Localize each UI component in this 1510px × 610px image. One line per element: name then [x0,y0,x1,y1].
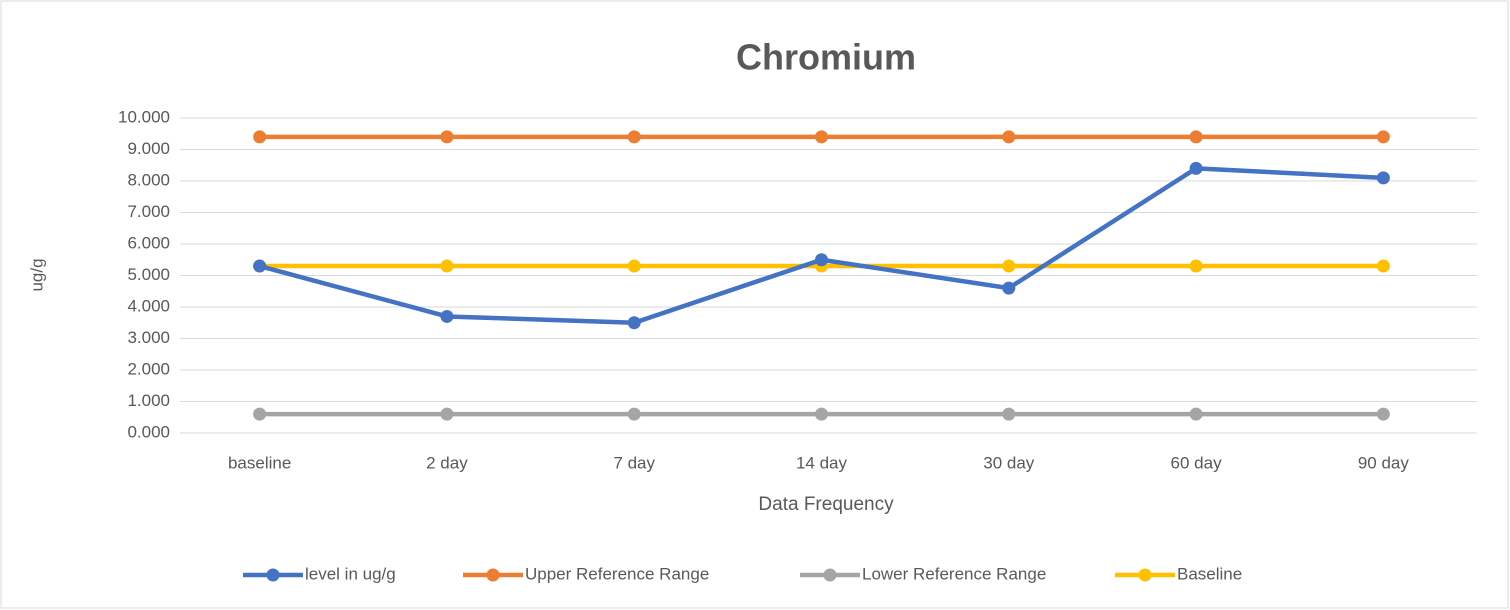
y-tick-label: 2.000 [127,359,170,378]
data-point [815,253,828,267]
x-axis-label: Data Frequency [758,494,894,515]
y-tick-label: 0.000 [127,422,170,441]
data-point [1189,407,1203,421]
y-tick-label: 8.000 [127,170,170,189]
data-point [1376,407,1390,421]
legend-label: Upper Reference Range [525,564,709,583]
data-point [627,130,641,144]
data-point [1189,259,1203,273]
data-point [1189,130,1203,144]
data-point [253,259,267,273]
data-point [1376,130,1390,144]
legend-marker [1138,568,1152,582]
data-point [627,407,641,421]
data-point [253,407,267,421]
x-tick-label: 7 day [613,453,655,472]
x-tick-label: 2 day [426,453,468,472]
data-point [440,309,454,323]
x-tick-label: 90 day [1358,453,1410,472]
legend-marker [486,568,500,582]
legend-marker [823,568,837,582]
data-point [1002,259,1016,273]
x-tick-label: baseline [228,453,291,472]
data-point [1376,259,1390,273]
data-point [440,259,454,273]
data-point [253,130,267,144]
y-axis-label: ug/g [27,258,46,291]
data-point [1189,161,1203,175]
x-tick-label: 30 day [983,453,1035,472]
y-tick-label: 6.000 [127,233,170,252]
x-tick-label: 14 day [796,453,848,472]
data-point [1002,281,1016,295]
data-point [1002,407,1016,421]
legend-label: Lower Reference Range [862,564,1046,583]
data-point [440,407,454,421]
y-tick-label: 7.000 [127,202,170,221]
data-point [815,407,828,421]
y-tick-label: 5.000 [127,265,170,284]
legend-marker [266,568,280,582]
data-point [627,316,641,330]
data-point [627,259,641,273]
data-point [815,130,828,144]
y-tick-label: 9.000 [127,139,170,158]
legend-label: Baseline [1177,564,1242,583]
y-tick-label: 4.000 [127,296,170,315]
y-tick-label: 3.000 [127,328,170,347]
data-point [1376,171,1390,185]
x-tick-label: 60 day [1171,453,1223,472]
chart-title: Chromium [736,37,916,78]
data-point [440,130,454,144]
y-tick-label: 1.000 [127,391,170,410]
legend-label: level in ug/g [305,564,396,583]
y-tick-label: 10.000 [118,107,170,126]
data-point [1002,130,1016,144]
